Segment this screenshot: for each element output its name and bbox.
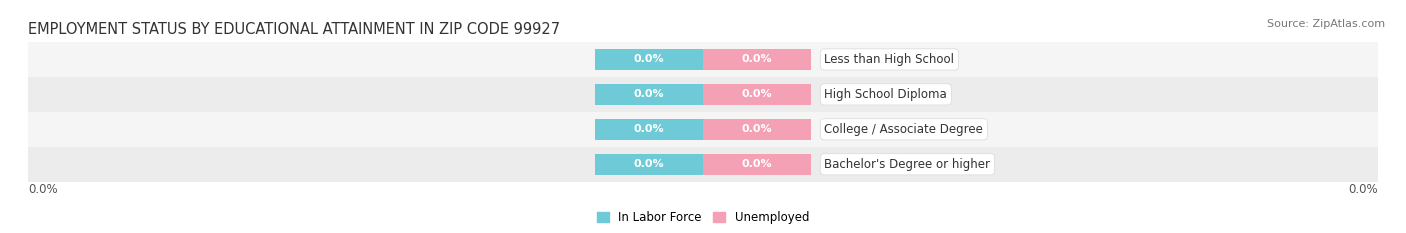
Text: Source: ZipAtlas.com: Source: ZipAtlas.com	[1267, 19, 1385, 29]
Bar	[703, 84, 811, 105]
Bar	[595, 119, 703, 140]
Bar	[703, 154, 811, 175]
Text: 0.0%: 0.0%	[742, 55, 772, 64]
Bar	[28, 112, 1378, 147]
Text: 0.0%: 0.0%	[742, 124, 772, 134]
Bar	[28, 147, 1378, 182]
Text: 0.0%: 0.0%	[742, 159, 772, 169]
Bar	[595, 84, 703, 105]
Text: 0.0%: 0.0%	[1348, 184, 1378, 196]
Text: 0.0%: 0.0%	[742, 89, 772, 99]
Text: EMPLOYMENT STATUS BY EDUCATIONAL ATTAINMENT IN ZIP CODE 99927: EMPLOYMENT STATUS BY EDUCATIONAL ATTAINM…	[28, 22, 560, 37]
Bar	[703, 49, 811, 70]
Text: 0.0%: 0.0%	[28, 184, 58, 196]
Text: College / Associate Degree: College / Associate Degree	[824, 123, 983, 136]
Text: High School Diploma: High School Diploma	[824, 88, 948, 101]
Text: 0.0%: 0.0%	[634, 89, 664, 99]
Bar	[703, 119, 811, 140]
Text: 0.0%: 0.0%	[634, 159, 664, 169]
Legend: In Labor Force, Unemployed: In Labor Force, Unemployed	[592, 206, 814, 229]
Text: Bachelor's Degree or higher: Bachelor's Degree or higher	[824, 158, 990, 171]
Bar	[595, 49, 703, 70]
Bar	[28, 77, 1378, 112]
Text: 0.0%: 0.0%	[634, 55, 664, 64]
Bar	[28, 42, 1378, 77]
Bar	[595, 154, 703, 175]
Text: Less than High School: Less than High School	[824, 53, 955, 66]
Text: 0.0%: 0.0%	[634, 124, 664, 134]
